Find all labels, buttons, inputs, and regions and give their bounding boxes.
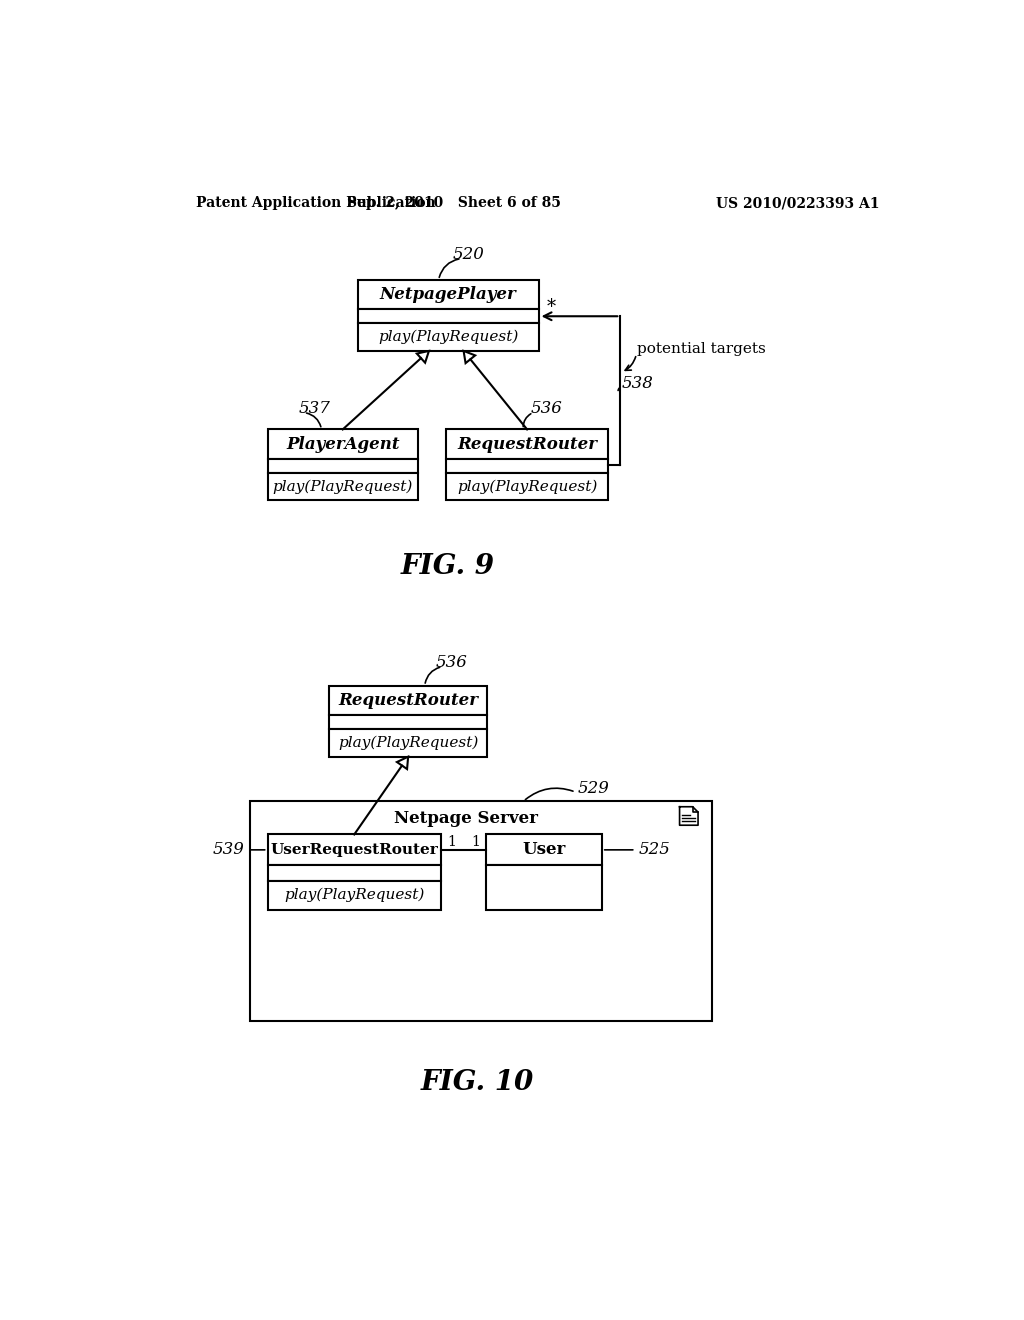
Bar <box>486 866 602 909</box>
Bar <box>486 834 602 866</box>
Text: FIG. 9: FIG. 9 <box>400 553 495 579</box>
Text: User: User <box>522 841 565 858</box>
Text: *: * <box>547 298 555 315</box>
Text: RequestRouter: RequestRouter <box>338 692 478 709</box>
Bar <box>446 429 608 459</box>
Bar <box>267 459 418 473</box>
Bar <box>357 309 539 323</box>
Text: US 2010/0223393 A1: US 2010/0223393 A1 <box>716 197 880 210</box>
Bar <box>267 866 441 880</box>
Text: 539: 539 <box>213 841 245 858</box>
Text: potential targets: potential targets <box>637 342 766 356</box>
Text: PlayerAgent: PlayerAgent <box>286 436 399 453</box>
Text: Netpage Server: Netpage Server <box>393 809 538 826</box>
Bar <box>267 473 418 500</box>
Text: play(PlayRequest): play(PlayRequest) <box>378 330 518 345</box>
Text: Patent Application Publication: Patent Application Publication <box>196 197 435 210</box>
Text: play(PlayRequest): play(PlayRequest) <box>272 479 413 494</box>
Text: 520: 520 <box>453 246 484 263</box>
Bar <box>330 686 487 715</box>
Text: 529: 529 <box>578 780 609 797</box>
Text: play(PlayRequest): play(PlayRequest) <box>338 735 478 750</box>
Bar <box>267 429 418 459</box>
Bar <box>357 323 539 351</box>
Text: NetpagePlayer: NetpagePlayer <box>380 286 516 304</box>
Text: play(PlayRequest): play(PlayRequest) <box>457 479 597 494</box>
Bar <box>330 715 487 729</box>
Text: 538: 538 <box>622 375 653 392</box>
Bar <box>267 834 441 866</box>
Text: UserRequestRouter: UserRequestRouter <box>270 843 438 857</box>
Text: RequestRouter: RequestRouter <box>457 436 597 453</box>
Bar <box>330 729 487 756</box>
Bar <box>250 801 712 1020</box>
Text: 536: 536 <box>531 400 563 417</box>
Text: 1: 1 <box>447 836 456 849</box>
Text: FIG. 10: FIG. 10 <box>421 1069 534 1096</box>
Text: Sep. 2, 2010   Sheet 6 of 85: Sep. 2, 2010 Sheet 6 of 85 <box>347 197 561 210</box>
Text: 1: 1 <box>471 836 480 849</box>
Bar <box>267 880 441 909</box>
Bar <box>357 280 539 309</box>
Text: 536: 536 <box>435 655 467 672</box>
Text: 525: 525 <box>639 841 671 858</box>
Text: play(PlayRequest): play(PlayRequest) <box>284 888 424 903</box>
Bar <box>446 473 608 500</box>
Bar <box>446 459 608 473</box>
Text: 537: 537 <box>298 400 331 417</box>
